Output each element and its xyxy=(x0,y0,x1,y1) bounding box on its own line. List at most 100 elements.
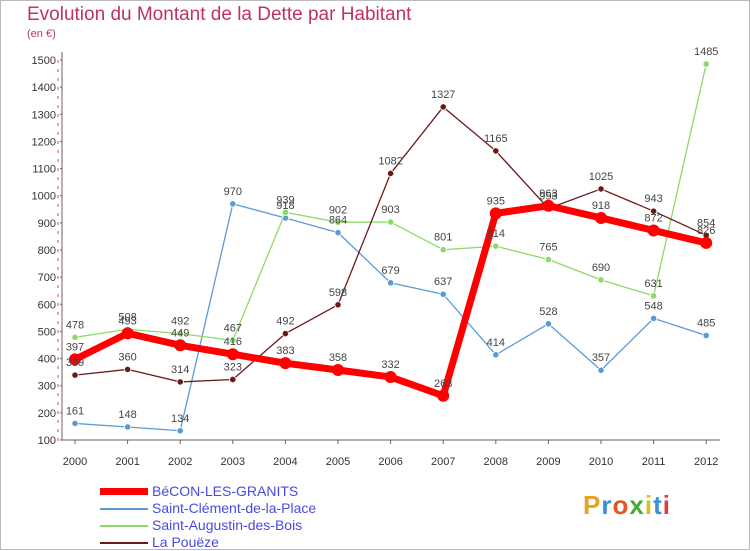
data-label: 903 xyxy=(381,204,399,216)
data-point xyxy=(121,327,134,340)
data-label: 467 xyxy=(224,322,242,334)
data-point xyxy=(386,218,395,226)
logo-letter: o xyxy=(612,490,630,520)
data-point xyxy=(544,255,553,264)
data-point xyxy=(597,366,605,374)
data-point xyxy=(595,211,607,224)
y-tick-label: 200 xyxy=(38,408,56,420)
x-tick-label: 2008 xyxy=(484,456,508,468)
y-tick-label: 1100 xyxy=(32,164,56,176)
data-point xyxy=(332,363,344,376)
data-label: 631 xyxy=(644,278,662,290)
data-label: 323 xyxy=(224,361,242,373)
data-point xyxy=(439,246,447,254)
legend-swatch xyxy=(100,508,148,510)
x-tick-label: 2012 xyxy=(694,456,718,468)
data-point xyxy=(281,208,289,216)
data-label: 332 xyxy=(381,359,399,371)
data-label: 690 xyxy=(592,262,610,274)
data-point xyxy=(334,301,342,309)
data-point xyxy=(176,378,184,386)
series-0 xyxy=(69,199,713,402)
data-label: 943 xyxy=(644,193,662,205)
proxiti-logo: Proxiti xyxy=(583,490,671,521)
legend-swatch xyxy=(100,488,148,495)
data-label: 801 xyxy=(434,232,452,244)
data-point xyxy=(71,371,79,379)
data-label: 449 xyxy=(171,327,189,339)
data-point xyxy=(279,357,292,370)
line-chart: 100 200 300 400 500 600 700 800 900 1000 1100 1200 1… xyxy=(32,46,720,468)
data-point xyxy=(71,419,79,428)
chart-title: Evolution du Montant de la Dette par Hab… xyxy=(27,4,412,25)
data-label: 478 xyxy=(66,319,84,331)
data-point xyxy=(649,207,658,215)
data-label: 963 xyxy=(539,188,557,200)
data-label: 161 xyxy=(66,405,84,417)
data-label: 383 xyxy=(276,345,294,357)
data-point xyxy=(492,147,500,155)
legend-label: La Pouëze xyxy=(152,534,219,550)
x-tick-label: 2003 xyxy=(221,456,245,468)
data-label: 485 xyxy=(697,318,715,330)
data-point xyxy=(544,320,553,328)
data-label: 826 xyxy=(697,225,715,237)
data-point xyxy=(439,103,447,111)
data-label: 864 xyxy=(329,215,347,227)
data-point xyxy=(124,365,132,374)
data-point xyxy=(702,60,710,68)
data-label: 902 xyxy=(329,204,347,216)
data-label: 1485 xyxy=(694,46,718,58)
data-point xyxy=(597,185,605,193)
data-label: 935 xyxy=(487,195,505,207)
x-tick-label: 2004 xyxy=(273,456,297,468)
data-label: 970 xyxy=(224,186,242,198)
data-label: 1082 xyxy=(378,155,402,167)
data-label: 358 xyxy=(329,352,347,364)
data-label: 854 xyxy=(697,217,715,229)
data-label: 528 xyxy=(539,306,557,318)
data-label: 1327 xyxy=(431,89,455,101)
x-tick-label: 2000 xyxy=(63,456,87,468)
data-label: 953 xyxy=(539,190,557,202)
data-point xyxy=(229,336,237,344)
data-label: 416 xyxy=(224,336,242,348)
data-point xyxy=(386,279,395,287)
data-point xyxy=(281,329,289,338)
y-tick-label: 600 xyxy=(38,299,56,311)
data-label: 939 xyxy=(276,194,294,206)
legend-label: Saint-Clément-de-la-Place xyxy=(152,500,317,516)
data-point xyxy=(229,375,237,384)
x-tick-label: 2009 xyxy=(536,456,560,468)
data-label: 814 xyxy=(487,228,505,240)
data-point xyxy=(334,229,342,237)
data-label: 493 xyxy=(118,315,136,327)
y-tick-label: 1400 xyxy=(32,82,56,94)
data-point xyxy=(174,339,187,352)
y-tick-label: 1200 xyxy=(32,136,56,148)
legend-label: Saint-Augustin-des-Bois xyxy=(152,517,303,533)
y-tick-label: 800 xyxy=(38,245,56,257)
data-label: 357 xyxy=(592,352,610,364)
data-point xyxy=(492,351,500,359)
y-tick-label: 500 xyxy=(38,326,56,338)
data-label: 508 xyxy=(118,311,136,323)
data-label: 397 xyxy=(66,341,84,353)
data-label: 134 xyxy=(171,413,189,425)
data-point xyxy=(229,200,237,208)
series-2 xyxy=(71,60,710,344)
data-label: 1025 xyxy=(589,171,613,183)
data-point xyxy=(439,290,447,298)
data-label: 765 xyxy=(539,242,557,254)
legend-swatch xyxy=(100,542,148,544)
data-point xyxy=(437,389,450,402)
data-point xyxy=(176,427,184,435)
data-label: 414 xyxy=(487,337,505,349)
series-line xyxy=(74,63,707,342)
data-point xyxy=(542,199,555,212)
x-tick-label: 2002 xyxy=(168,456,192,468)
logo-letter: t xyxy=(653,490,663,520)
x-tick-label: 2001 xyxy=(115,456,139,468)
data-label: 148 xyxy=(118,409,136,421)
y-tick-label: 100 xyxy=(38,435,56,447)
